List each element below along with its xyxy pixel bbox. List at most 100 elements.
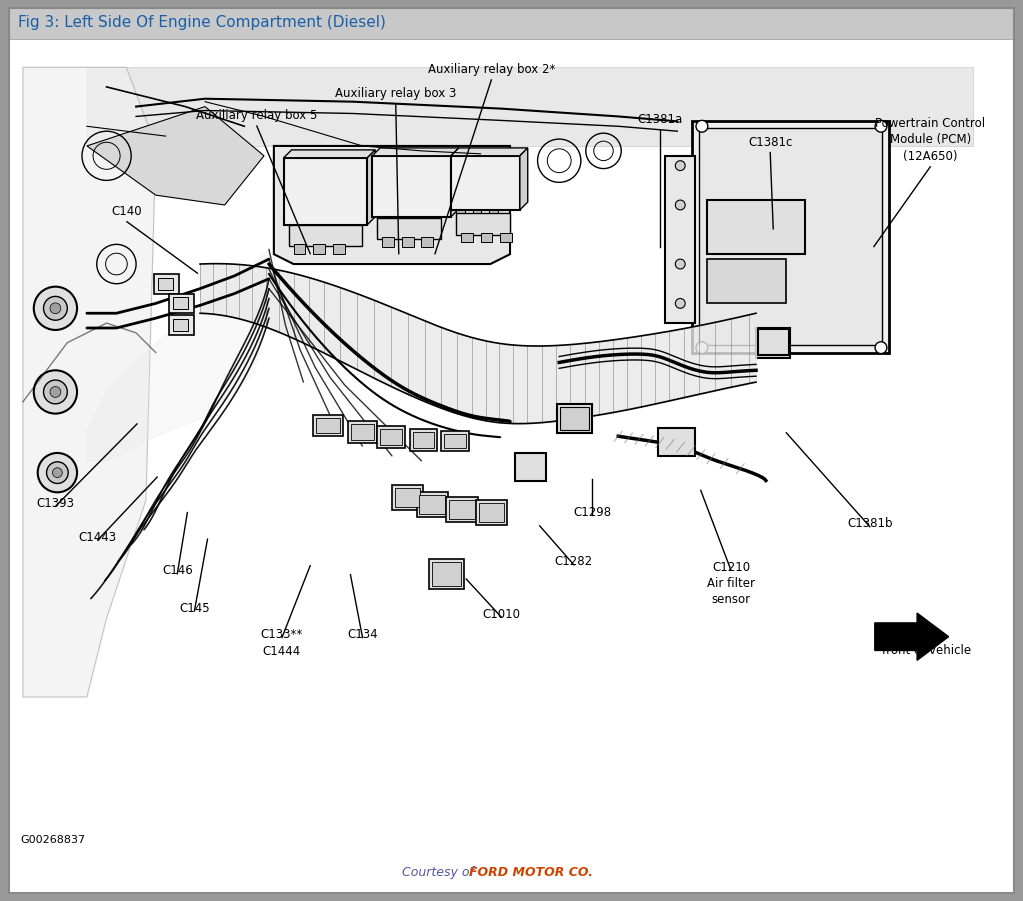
Bar [153,274,179,294]
Bar [476,500,507,524]
Bar [449,500,475,519]
Bar [9,7,1014,39]
Bar [330,224,343,240]
Bar [693,122,889,352]
Bar [348,422,377,443]
Circle shape [696,341,708,353]
Text: C1298: C1298 [573,505,611,519]
Text: (12A650): (12A650) [903,150,958,163]
Bar [451,156,520,210]
Polygon shape [23,68,155,697]
Bar [456,213,510,234]
Polygon shape [372,148,459,156]
Bar [377,217,389,232]
Text: C1443: C1443 [79,531,117,543]
Bar [707,200,805,254]
Bar [288,224,362,246]
Text: Module (PCM): Module (PCM) [890,133,971,146]
Bar [658,428,695,456]
Circle shape [696,121,708,132]
FancyArrow shape [875,613,948,660]
Polygon shape [274,146,510,264]
Bar [421,238,434,247]
Bar [383,238,394,247]
Circle shape [52,468,62,478]
Text: C1210: C1210 [712,560,750,574]
Bar [416,492,448,517]
Bar [294,244,305,254]
Text: C1282: C1282 [554,555,593,569]
Text: front of vehicle: front of vehicle [882,644,971,657]
Bar [707,259,786,304]
Bar [392,486,424,510]
Bar [372,156,451,217]
Bar [515,453,546,480]
Bar [460,232,473,242]
Bar [500,232,512,242]
Bar [377,218,441,240]
Text: C1381a: C1381a [638,113,683,126]
Bar [481,232,492,242]
Text: C134: C134 [347,628,377,642]
Bar [441,432,469,451]
Text: Auxiliary relay box 3: Auxiliary relay box 3 [336,87,456,100]
Bar [699,128,882,345]
Bar [479,503,504,522]
Bar [412,432,434,448]
Bar [561,406,589,431]
Polygon shape [87,68,973,146]
Text: C1444: C1444 [263,645,301,658]
Bar [395,488,420,507]
Bar [758,329,790,355]
Text: Courtesy of: Courtesy of [402,866,478,878]
Bar [444,434,465,448]
Text: C145: C145 [179,602,210,614]
Polygon shape [283,150,375,158]
Polygon shape [367,150,375,224]
Text: C146: C146 [162,564,192,578]
Bar [288,224,302,240]
Circle shape [44,380,68,404]
Circle shape [675,160,685,170]
Bar [666,156,695,323]
Text: C133**: C133** [261,628,303,642]
Bar [558,404,591,433]
Circle shape [38,453,77,492]
Bar [473,210,482,224]
Text: FORD MOTOR CO.: FORD MOTOR CO. [469,866,592,878]
Text: sensor: sensor [711,593,751,605]
Bar [446,497,478,522]
Bar [416,217,429,232]
Text: Air filter: Air filter [707,577,755,589]
Bar [169,294,194,314]
Circle shape [44,296,68,320]
Text: C1393: C1393 [37,496,75,510]
Bar [402,238,413,247]
Text: Powertrain Control: Powertrain Control [876,116,985,130]
Bar [433,562,460,586]
Bar [409,430,437,451]
Bar [313,414,343,436]
Circle shape [675,298,685,308]
Text: C1381b: C1381b [847,517,893,531]
Bar [489,210,498,224]
Circle shape [34,287,77,330]
Circle shape [875,121,887,132]
Circle shape [34,370,77,414]
Text: G00268837: G00268837 [20,834,85,844]
Text: C1010: C1010 [483,607,521,621]
Bar [316,417,340,433]
Text: C1381c: C1381c [748,136,793,149]
Bar [430,560,463,588]
Text: C140: C140 [112,205,142,218]
Bar [173,297,188,309]
Text: Fig 3: Left Side Of Engine Compartment (Diesel): Fig 3: Left Side Of Engine Compartment (… [18,15,386,31]
Bar [419,496,445,514]
Bar [456,210,464,224]
Bar [173,319,188,331]
Circle shape [675,259,685,269]
Circle shape [675,200,685,210]
Text: Auxiliary relay box 5: Auxiliary relay box 5 [196,109,317,123]
Text: Auxiliary relay box 2*: Auxiliary relay box 2* [428,63,555,77]
Bar [169,315,194,335]
